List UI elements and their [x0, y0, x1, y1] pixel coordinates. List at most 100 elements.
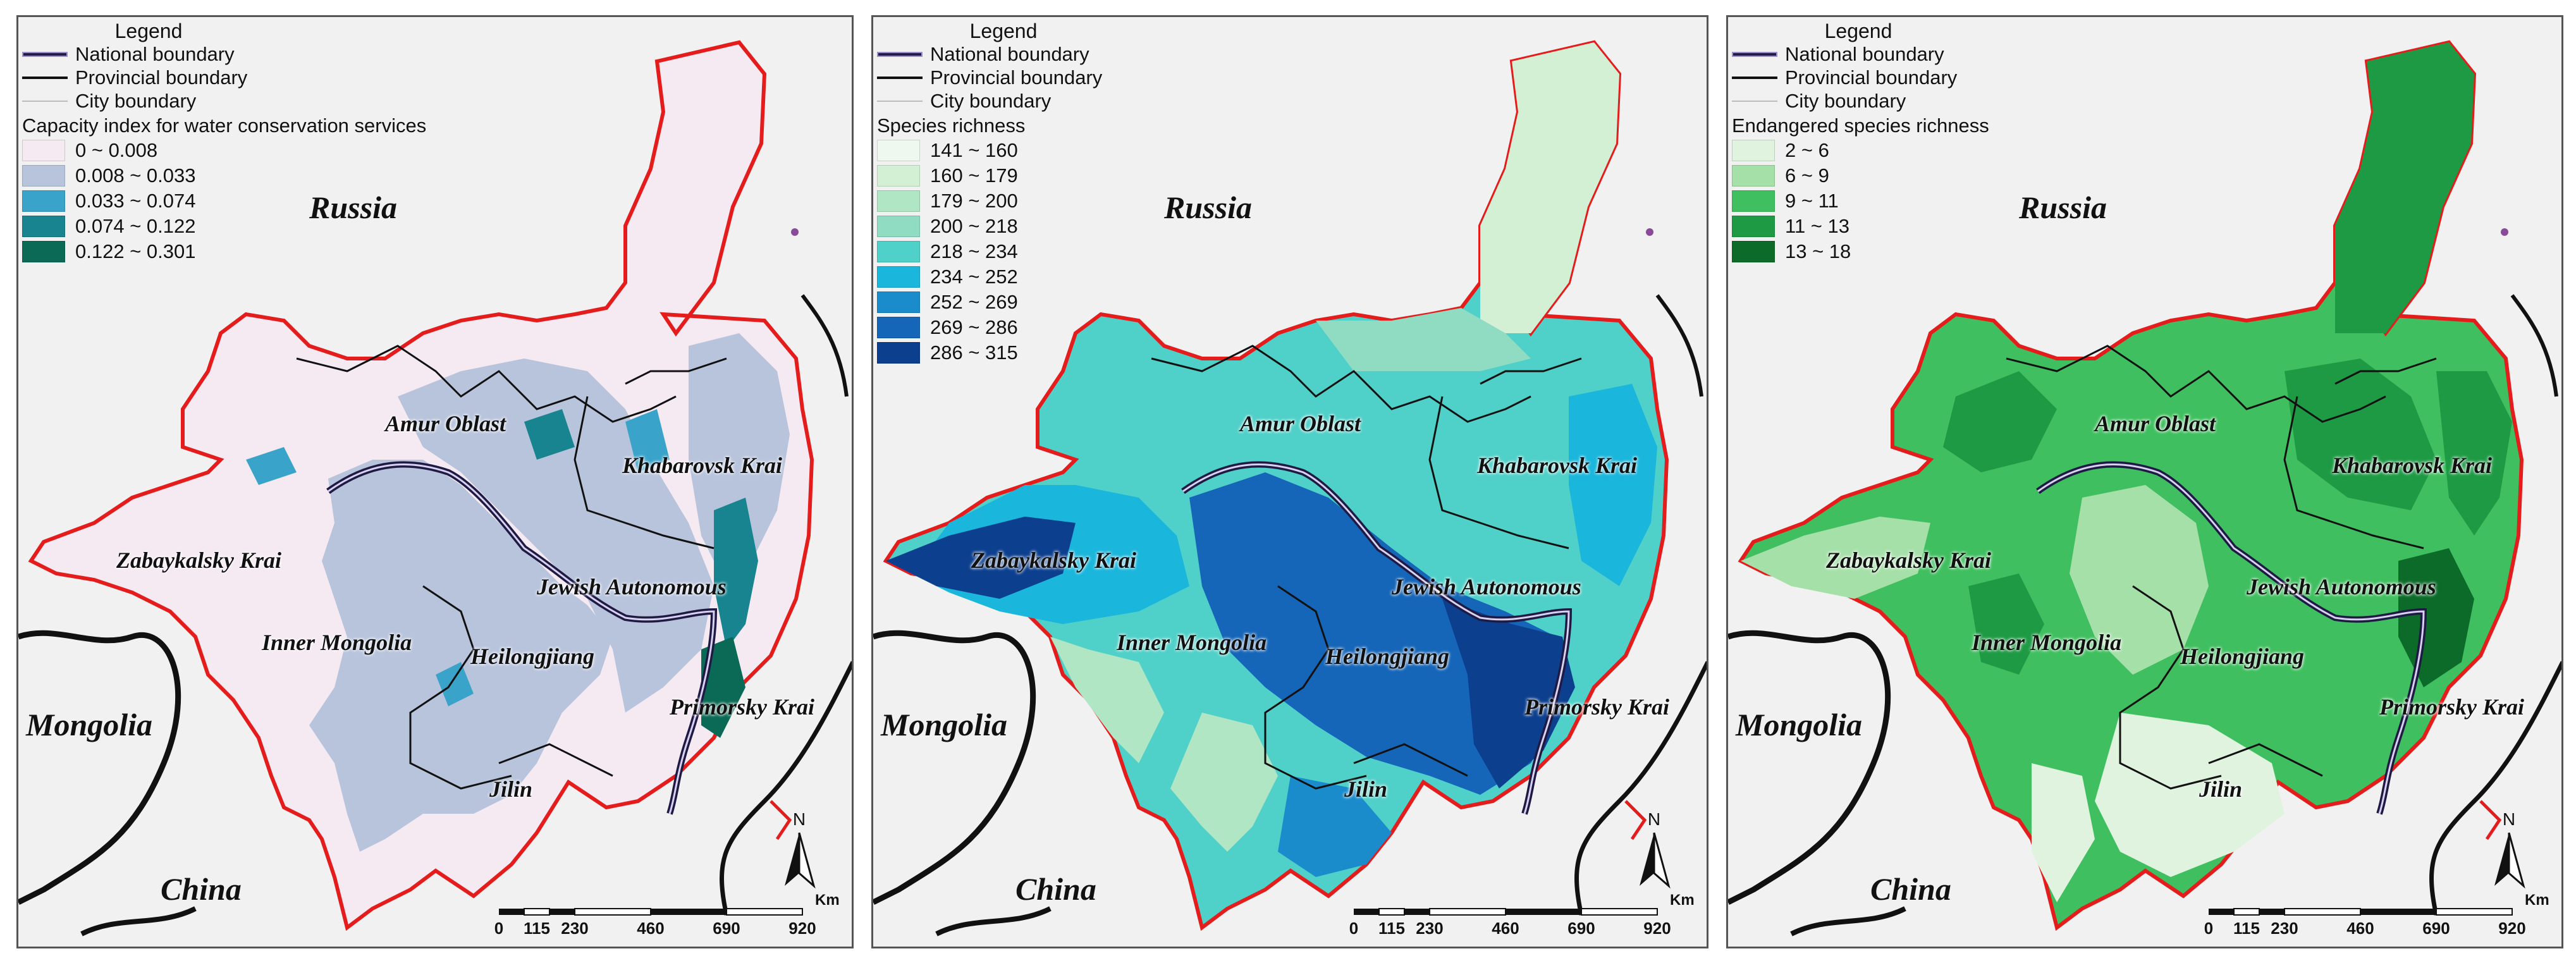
legend-class: 13 ~ 18: [1732, 239, 2212, 264]
provincial-boundary-symbol: [22, 76, 68, 79]
label-amur-oblast: Amur Oblast: [385, 411, 506, 436]
scale-bar: Km 0 115 230 460 690 920: [494, 892, 840, 938]
legend-class: 179 ~ 200: [877, 188, 1358, 214]
label-mongolia: Mongolia: [1736, 707, 1863, 742]
scale-unit: Km: [815, 892, 840, 909]
label-heilongjiang: Heilongjiang: [1325, 644, 1450, 669]
legend-class: 160 ~ 179: [877, 163, 1358, 188]
color-swatch: [877, 291, 920, 313]
legend-scale-title: Capacity index for water conservation se…: [22, 114, 427, 137]
national-boundary-symbol: [22, 51, 68, 57]
label-china: China: [1015, 871, 1096, 907]
label-zabaykalsky-krai: Zabaykalsky Krai: [971, 548, 1136, 573]
label-jewish-autonomous: Jewish Autonomous: [537, 574, 727, 599]
color-swatch: [22, 140, 65, 161]
legend-title: Legend: [969, 20, 1038, 42]
label-zabaykalsky-krai: Zabaykalsky Krai: [1826, 548, 1991, 573]
scale-tick: 690: [2422, 919, 2450, 938]
north-label: N: [1648, 809, 1660, 829]
color-swatch: [22, 241, 65, 262]
legend-class: 218 ~ 234: [877, 239, 1358, 264]
legend-class: 0.122 ~ 0.301: [22, 239, 503, 264]
legend-class: 269 ~ 286: [877, 315, 1358, 340]
legend: Legend National boundary Provincial boun…: [1732, 20, 2212, 264]
color-swatch: [877, 165, 920, 187]
map-canvas: [1728, 17, 2561, 947]
legend-class: 252 ~ 269: [877, 290, 1358, 315]
label-russia: Russia: [2019, 190, 2107, 225]
legend-class: 0.074 ~ 0.122: [22, 214, 503, 239]
legend-class: 9 ~ 11: [1732, 188, 2212, 214]
label-jilin: Jilin: [489, 776, 533, 802]
label-jewish-autonomous: Jewish Autonomous: [1392, 574, 1581, 599]
color-swatch: [22, 216, 65, 237]
color-swatch: [877, 342, 920, 364]
label-jewish-autonomous: Jewish Autonomous: [2247, 574, 2436, 599]
label-inner-mongolia: Inner Mongolia: [1972, 630, 2122, 655]
national-boundary-symbol: [1732, 51, 1777, 57]
city-boundary-symbol: [877, 100, 923, 102]
legend-scale-title: Endangered species richness: [1732, 114, 1989, 137]
scale-tick: 230: [561, 919, 588, 938]
scale-tick: 460: [1492, 919, 1519, 938]
color-swatch: [877, 216, 920, 237]
label-jilin: Jilin: [1344, 776, 1388, 802]
legend-class: 234 ~ 252: [877, 264, 1358, 290]
color-swatch: [877, 241, 920, 262]
legend-class: 286 ~ 315: [877, 340, 1358, 365]
label-inner-mongolia: Inner Mongolia: [262, 630, 412, 655]
city-boundary-symbol: [1732, 100, 1777, 102]
label-heilongjiang: Heilongjiang: [470, 644, 595, 669]
scale-unit: Km: [1670, 892, 1695, 909]
legend-class: 2 ~ 6: [1732, 138, 2212, 163]
scale-tick: 230: [2271, 919, 2298, 938]
scale-tick: 920: [2498, 919, 2525, 938]
provincial-boundary-symbol: [877, 76, 923, 79]
national-boundary-symbol: [877, 51, 923, 57]
scale-tick: 0: [2204, 919, 2213, 938]
scale-tick: 115: [1378, 919, 1405, 938]
color-swatch: [1732, 216, 1775, 237]
label-mongolia: Mongolia: [26, 707, 153, 742]
legend-national-boundary: National boundary: [877, 42, 1358, 66]
legend-scale-title: Species richness: [877, 114, 1026, 137]
legend-provincial-boundary: Provincial boundary: [1732, 66, 2212, 89]
map-panel-water-conservation: Legend National boundary Provincial boun…: [16, 15, 854, 948]
scale-tick: 115: [524, 919, 550, 938]
city-boundary-symbol: [22, 100, 68, 102]
label-khabarovsk-krai: Khabarovsk Krai: [2332, 453, 2493, 478]
label-primorsky-krai: Primorsky Krai: [1524, 694, 1670, 720]
scale-unit: Km: [2525, 892, 2549, 909]
color-swatch: [1732, 140, 1775, 161]
legend-provincial-boundary: Provincial boundary: [877, 66, 1358, 89]
legend-provincial-boundary: Provincial boundary: [22, 66, 503, 89]
label-china: China: [1870, 871, 1951, 907]
legend: Legend National boundary Provincial boun…: [877, 20, 1358, 365]
legend-city-boundary: City boundary: [877, 89, 1358, 113]
color-swatch: [877, 317, 920, 338]
legend-class: 141 ~ 160: [877, 138, 1358, 163]
scale-tick: 0: [494, 919, 503, 938]
label-inner-mongolia: Inner Mongolia: [1117, 630, 1267, 655]
scale-tick: 230: [1416, 919, 1443, 938]
color-swatch: [877, 140, 920, 161]
label-heilongjiang: Heilongjiang: [2180, 644, 2305, 669]
north-arrow-icon: N: [2494, 809, 2525, 889]
scale-tick: 690: [1567, 919, 1595, 938]
map-panel-endangered-species: Legend National boundary Provincial boun…: [1726, 15, 2563, 948]
scale-tick: 460: [637, 919, 664, 938]
legend-title: Legend: [1824, 20, 1892, 42]
map-canvas: [18, 17, 852, 947]
map-canvas: [873, 17, 1707, 947]
scale-tick: 920: [1643, 919, 1671, 938]
map-panel-species-richness: Legend National boundary Provincial boun…: [871, 15, 1708, 948]
legend-title: Legend: [114, 20, 183, 42]
label-khabarovsk-krai: Khabarovsk Krai: [622, 453, 783, 478]
color-swatch: [22, 190, 65, 212]
color-swatch: [22, 165, 65, 187]
color-swatch: [1732, 241, 1775, 262]
legend-national-boundary: National boundary: [22, 42, 503, 66]
legend-class: 11 ~ 13: [1732, 214, 2212, 239]
label-russia: Russia: [309, 190, 397, 225]
color-swatch: [1732, 165, 1775, 187]
